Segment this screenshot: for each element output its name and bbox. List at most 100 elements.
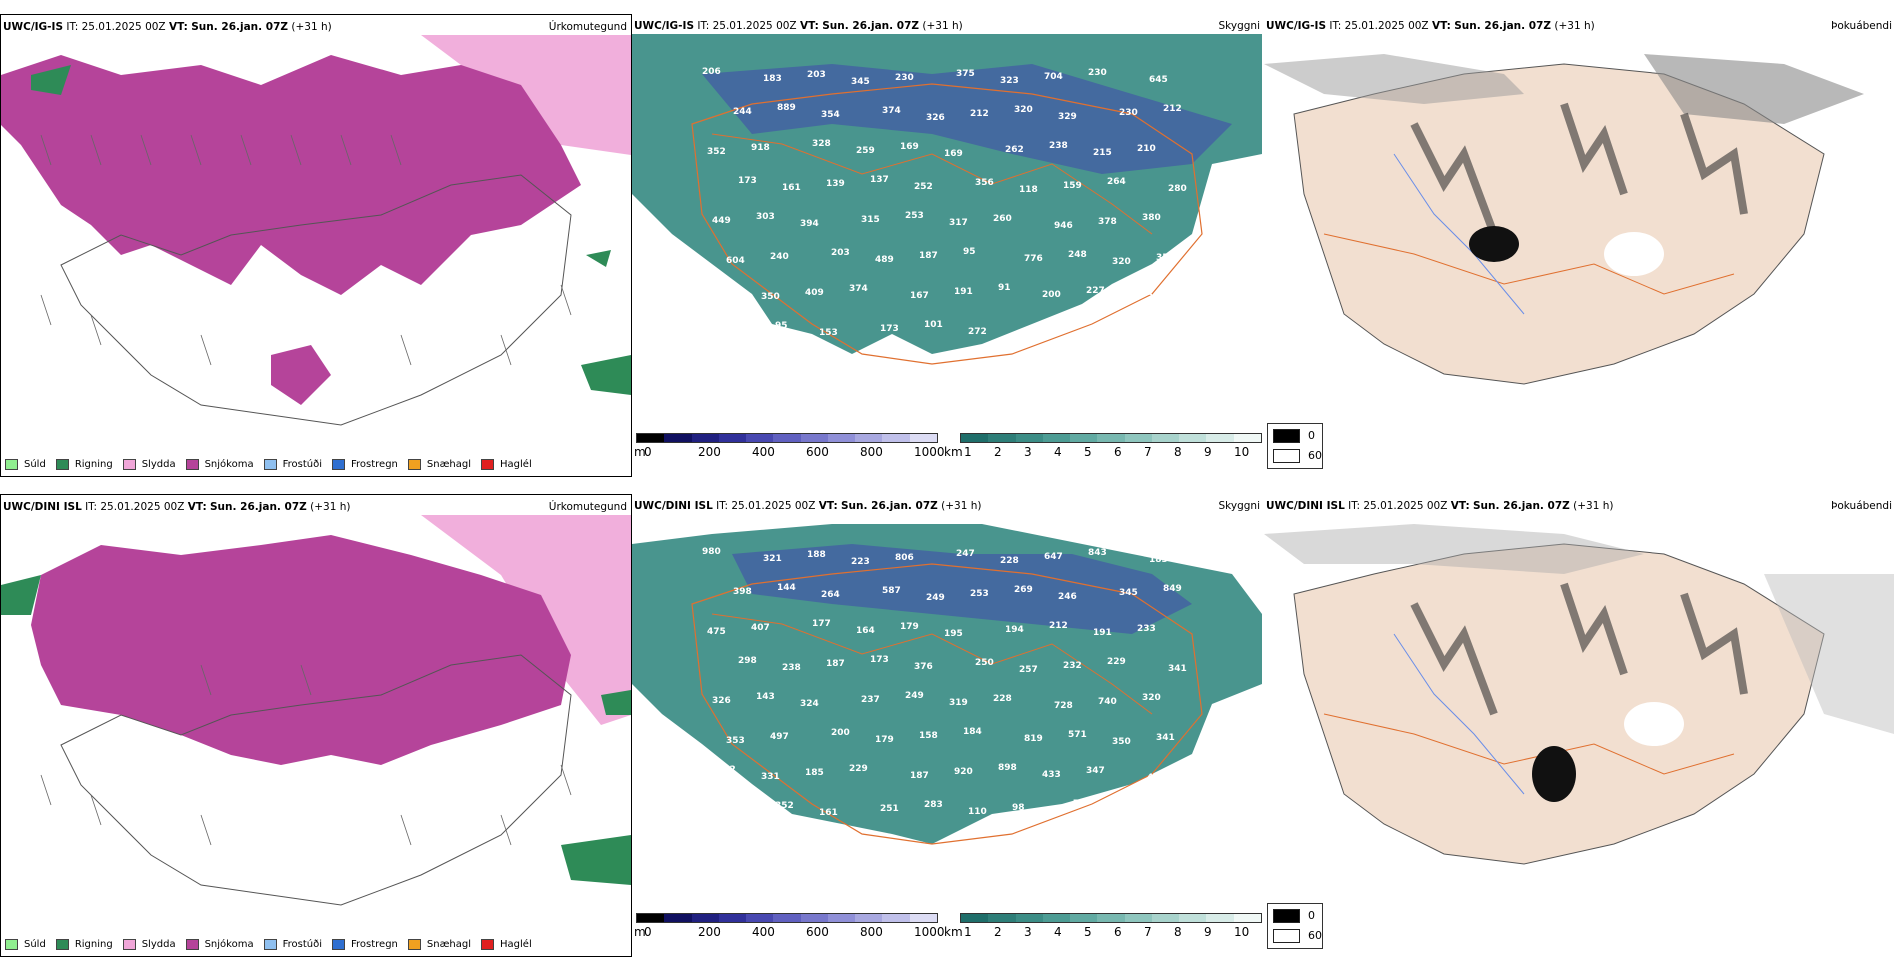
cloud-base-value: 246 [1058,592,1077,602]
row2-cloud-panel: UWC/DINI ISL IT: 25.01.2025 00Z VT: Sun.… [632,494,1264,957]
colorbar-tick: 1 [964,445,972,459]
cloud-base-value: 203 [807,70,826,80]
cloud-base-value: 918 [751,143,770,153]
cloud-base-value: 728 [1054,701,1073,711]
legend-item: Snjókoma [185,939,254,950]
cloud-base-value: 341 [1156,733,1175,743]
cloud-base-value: 354 [1156,253,1175,263]
cloud-base-value: 169 [900,142,919,152]
cloud-base-value: 378 [1098,217,1117,227]
cloud-base-value: 645 [1149,75,1168,85]
colorbar-tick: 6 [1114,445,1122,459]
cloud-base-value: 173 [738,176,757,186]
cloud-base-value: 137 [870,175,889,185]
cloud-base-value: 303 [756,212,775,222]
cloud-base-value: 139 [826,179,845,189]
cloud-base-value: 341 [1168,664,1187,674]
cloud-base-value: 483 [1147,773,1166,783]
precip-map [1,515,631,915]
cloud-base-value: 353 [726,736,745,746]
cloud-base-value: 80 [1117,806,1130,816]
cloud-base-value: 91 [998,283,1011,293]
cloud-base-value: 374 [849,284,868,294]
cloud-base-value: 249 [905,691,924,701]
row1-title: UWC/IG-IS IT: 25.01.2025 00Z VT: Sun. 26… [1266,20,1595,32]
cloud-base-value: 806 [895,553,914,563]
cloud-base-value: 324 [800,699,819,709]
cloud-base-value: 95 [963,247,976,257]
cloud-base-value: 345 [851,77,870,87]
cloud-base-value: 475 [707,627,726,637]
cloud-base-value: 375 [956,69,975,79]
cloud-base-value: 212 [731,325,750,335]
cloud-base-value: 571 [1068,730,1087,740]
cloud-base-value: 101 [924,320,943,330]
cloud-base-value: 177 [812,619,831,629]
fog-key: 0 60 [1267,903,1323,949]
legend-item: Frostregn [332,459,398,470]
cloud-base-value: 320 [1112,257,1131,267]
cloud-base-value: 889 [777,103,796,113]
cloud-base-value: 356 [975,178,994,188]
cloud-base-value: 394 [800,219,819,229]
cloud-base-value: 849 [1163,584,1182,594]
colorbar-tick: 400 [752,445,775,459]
cloud-base-value: 319 [949,698,968,708]
cloud-base-value: 194 [1005,625,1024,635]
colorbar-tick: 0 [644,445,652,459]
cloud-base-value: 191 [1093,628,1112,638]
cloud-base-value: 321 [763,554,782,564]
cloud-base-value: 449 [712,216,731,226]
cloud-base-value: 264 [821,590,840,600]
row2-colorbars: m 0 200 400 600 800 1000 km 1 2 3 4 5 6 7 8 9 10 [634,913,1262,949]
row1-title: UWC/IG-IS IT: 25.01.2025 00Z VT: Sun. 26… [634,20,963,32]
cloud-base-value: 497 [770,732,789,742]
cloud-base-value: 326 [926,113,945,123]
cloud-base-value: 164 [856,626,875,636]
cloud-base-value: 253 [905,211,924,221]
fog-key: 0 60 [1267,423,1323,469]
cloud-base-value: 269 [1014,585,1033,595]
cloud-base-value: 249 [926,593,945,603]
fog-key-low-swatch [1273,929,1300,943]
cloud-base-value: 169 [944,149,963,159]
cloud-base-value: 272 [968,327,987,337]
cloud-base-value: 228 [993,694,1012,704]
colorbar-tick: 0 [644,925,652,939]
legend-item: Snæhagl [407,939,471,950]
cloud-base-value: 262 [1005,145,1024,155]
cloud-base-value: 98 [1012,803,1025,813]
cloud-base-value: 323 [1000,76,1019,86]
cloud-base-value: 350 [761,292,780,302]
cloud-base-value: 380 [1142,213,1161,223]
legend-item: Rigning [55,459,113,470]
cloud-base-value: 374 [882,106,901,116]
cloud-base-value: 203 [831,248,850,258]
panel-type-label: Úrkomutegund [548,21,627,33]
cloud-base-value: 352 [775,801,794,811]
cloud-base-value: 153 [819,328,838,338]
precip-legend: Súld Rigning Slydda Snjókoma Frostúði Fr… [5,939,532,950]
legend-item: Súld [5,939,46,950]
cloud-base-value: 185 [805,768,824,778]
precip-legend: Súld Rigning Slydda Snjókoma Frostúði Fr… [5,459,532,470]
cloud-base-value: 179 [900,622,919,632]
cloud-base-value: 317 [949,218,968,228]
cloud-base-value: 328 [812,139,831,149]
cloud-base-value: 161 [819,808,838,818]
colorbar-tick: 9 [1204,925,1212,939]
cloud-base-value: 376 [914,662,933,672]
row2-title: UWC/DINI ISL IT: 25.01.2025 00Z VT: Sun.… [3,501,351,513]
cloud-base-value: 298 [738,656,757,666]
model-label: UWC/IG-IS [3,21,64,33]
legend-item: Slydda [122,459,176,470]
colorbar-tick: 5 [1084,925,1092,939]
cloud-base-value: 229 [849,764,868,774]
legend-item: Frostúði [263,939,322,950]
colorbar-tick: 10 [1234,925,1250,939]
cloud-base-value: 329 [1058,112,1077,122]
cloud-base-value: 247 [956,549,975,559]
cloud-base-value: 320 [1142,693,1161,703]
cloud-base-value: 409 [805,288,824,298]
colorbar-tick: 2 [994,925,1002,939]
